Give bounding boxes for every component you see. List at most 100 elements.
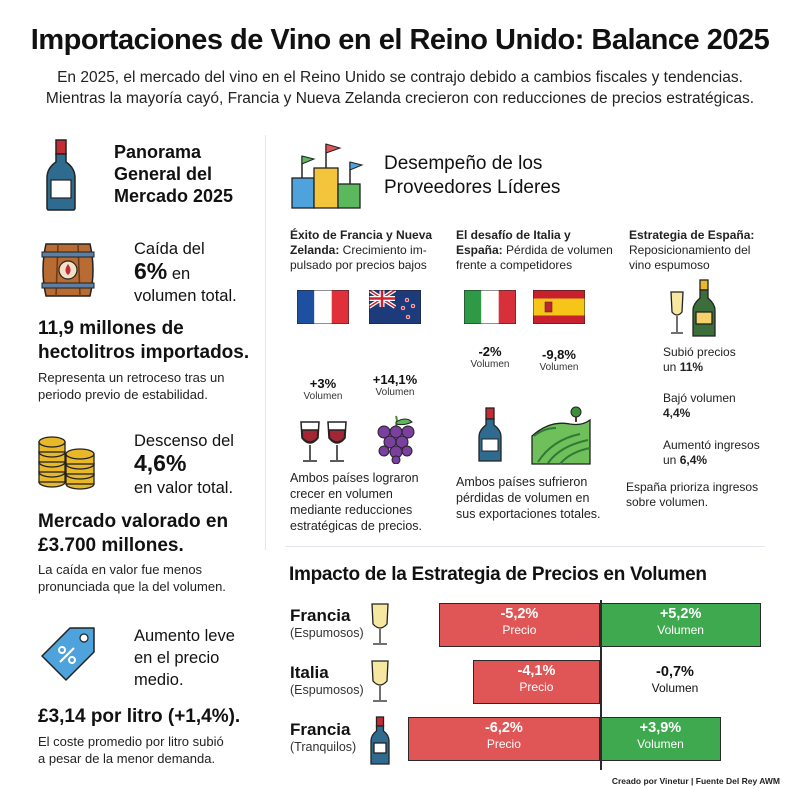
france-nz-heading-bold: Zelanda: bbox=[290, 243, 340, 257]
spain-volume-drop-label: Bajó volumen bbox=[663, 391, 736, 405]
spain-revenue-rise-prefix: un bbox=[663, 453, 680, 467]
price-bar-label: Precio bbox=[502, 623, 537, 637]
volume-stat-suffix: volumen total. bbox=[134, 287, 237, 305]
price-bar: -4,1% Precio bbox=[472, 660, 600, 704]
price-stat-line: Aumento leve bbox=[134, 627, 235, 645]
italy-spain-heading-bold: El desafío de Italia y bbox=[456, 228, 571, 242]
france-nz-heading-text: pulsado por precios bajos bbox=[290, 258, 427, 272]
value-stat: Descenso del 4,6% en valor total. bbox=[134, 430, 234, 499]
footer-credit: Creado por Vinetur | Fuente Del Rey AWM bbox=[611, 776, 780, 786]
volume-bar: +3,9% Volumen bbox=[600, 717, 721, 761]
price-bar-value: -4,1% bbox=[517, 663, 556, 679]
impact-title: Impacto de la Estrategia de Precios en V… bbox=[289, 564, 707, 585]
italy-spain-note: Ambos países sufrieron pérdidas de volum… bbox=[456, 474, 601, 522]
france-nz-note-line: Ambos países lograron bbox=[290, 471, 419, 485]
volume-big-line: hectolitros importados. bbox=[38, 342, 250, 363]
page-title: Importaciones de Vino en el Reino Unido:… bbox=[30, 24, 770, 56]
volume-stat-value: 6% bbox=[134, 258, 168, 284]
france-volume-label: Volumen bbox=[303, 391, 343, 402]
spain-revenue-rise-value: 6,4% bbox=[679, 453, 708, 467]
volume-stat: Caída del 6% en volumen total. bbox=[134, 238, 237, 307]
france-nz-note-line: crecer en volumen bbox=[290, 487, 393, 501]
row-name: Francia bbox=[290, 720, 351, 739]
champagne-glass-icon bbox=[368, 659, 392, 705]
volume-bar-value: +5,2% bbox=[659, 606, 702, 622]
volume-note-line: Representa un retroceso tras un bbox=[38, 370, 225, 385]
overview-heading-line: Panorama bbox=[114, 142, 202, 162]
price-stat-line: en el precio bbox=[134, 649, 220, 667]
italy-spain-heading-text: Pérdida de volumen bbox=[502, 243, 613, 257]
volume-note: Representa un retroceso tras un periodo … bbox=[38, 369, 224, 403]
spain-price-rise-value: 11% bbox=[679, 360, 704, 374]
wine-bottle-icon bbox=[477, 406, 503, 464]
nz-volume-label: Volumen bbox=[375, 387, 415, 398]
zero-axis bbox=[600, 600, 602, 770]
vineyard-icon bbox=[530, 406, 592, 466]
spain-revenue-rise: Aumentó ingresos un 6,4% bbox=[663, 438, 760, 468]
wine-bottle-icon bbox=[369, 716, 391, 766]
france-nz-heading-text: Crecimiento im- bbox=[339, 243, 427, 257]
spain-volume-drop-value: 4,4% bbox=[663, 406, 691, 420]
volume-bar-value: -0,7% bbox=[656, 664, 694, 680]
france-nz-note: Ambos países lograron crecer en volumen … bbox=[290, 470, 422, 534]
price-note-line: a pesar de la menor demanda. bbox=[38, 751, 216, 766]
france-nz-heading-bold: Éxito de Francia y Nueva bbox=[290, 228, 433, 242]
volume-bar-label: Volumen bbox=[637, 737, 684, 751]
volume-note-line: periodo previo de estabilidad. bbox=[38, 387, 208, 402]
subtitle-line: Mientras la mayoría cayó, Francia y Nuev… bbox=[45, 90, 755, 107]
price-note: El coste promedio por litro subió a pesa… bbox=[38, 733, 224, 767]
suppliers-title-line: Proveedores Líderes bbox=[384, 177, 561, 198]
row-subtitle: (Tranquilos) bbox=[290, 740, 357, 754]
row-name: Italia bbox=[290, 663, 329, 682]
price-per-litre: £3,14 por litro (+1,4%). bbox=[38, 706, 241, 727]
grapes-icon bbox=[374, 414, 418, 464]
italy-spain-note-line: Ambos países sufrieron bbox=[456, 475, 588, 489]
section-divider bbox=[285, 546, 765, 547]
france-volume-pct: +3% bbox=[309, 376, 337, 391]
wine-barrel-icon bbox=[36, 238, 100, 302]
overview-heading: Panorama General del Mercado 2025 bbox=[114, 141, 233, 207]
italy-volume-pct: -2% bbox=[478, 344, 502, 359]
volume-big-line: 11,9 millones de bbox=[38, 318, 184, 339]
wine-bottle-icon bbox=[44, 138, 78, 212]
spain-strategy-heading-text: Reposicionamiento del bbox=[629, 243, 751, 257]
value-market: Mercado valorado en £3.700 millones. bbox=[38, 510, 228, 558]
price-bar-label: Precio bbox=[519, 680, 554, 694]
italy-flag-icon bbox=[464, 290, 516, 324]
france-nz-note-line: mediante reducciones bbox=[290, 503, 413, 517]
italy-volume-stat: -2% Volumen bbox=[470, 344, 510, 370]
volume-bar-value: +3,9% bbox=[639, 720, 682, 736]
price-bar-value: -5,2% bbox=[500, 606, 539, 622]
volume-bar-label: Volumen bbox=[651, 681, 699, 695]
france-nz-note-line: estratégicas de precios. bbox=[290, 519, 423, 533]
value-note: La caída en valor fue menos pronunciada … bbox=[38, 561, 226, 595]
volume-stat-suffix: en bbox=[171, 265, 191, 283]
nz-volume-pct: +14,1% bbox=[372, 372, 418, 387]
france-volume-stat: +3% Volumen bbox=[303, 376, 343, 402]
spain-strategy-heading-text: vino espumoso bbox=[629, 258, 710, 272]
value-big-line: Mercado valorado en bbox=[38, 511, 229, 532]
spain-volume-pct: -9,8% bbox=[542, 347, 576, 362]
value-stat-value: 4,6% bbox=[134, 450, 187, 476]
new-zealand-flag-icon bbox=[369, 290, 421, 324]
italy-spain-note-line: pérdidas de volumen en bbox=[456, 491, 590, 505]
row-subtitle: (Espumosos) bbox=[290, 683, 364, 697]
value-big-line: £3.700 millones. bbox=[38, 535, 184, 556]
price-bar-value: -6,2% bbox=[484, 720, 523, 736]
value-stat-suffix: en valor total. bbox=[134, 479, 234, 497]
italy-spain-heading-text: frente a competidores bbox=[456, 258, 573, 272]
volume-stat-prefix: Caída del bbox=[134, 240, 205, 258]
row-subtitle: (Espumosos) bbox=[290, 626, 364, 640]
italy-spain-heading: El desafío de Italia y España: Pérdida d… bbox=[456, 228, 616, 273]
volume-bar: +5,2% Volumen bbox=[600, 603, 762, 647]
spain-price-rise-label: Subió precios bbox=[663, 345, 736, 359]
spain-strategy-heading: Estrategia de España: Reposicionamiento … bbox=[629, 228, 779, 273]
coins-icon bbox=[36, 428, 98, 492]
france-flag-icon bbox=[297, 290, 349, 324]
spain-price-rise-prefix: un bbox=[663, 360, 680, 374]
spain-volume-label: Volumen bbox=[539, 362, 579, 373]
spain-volume-stat: -9,8% Volumen bbox=[533, 347, 585, 373]
volume-bar-label: Volumen bbox=[657, 623, 704, 637]
volume-hectolitres: 11,9 millones de hectolitros importados. bbox=[38, 317, 249, 365]
